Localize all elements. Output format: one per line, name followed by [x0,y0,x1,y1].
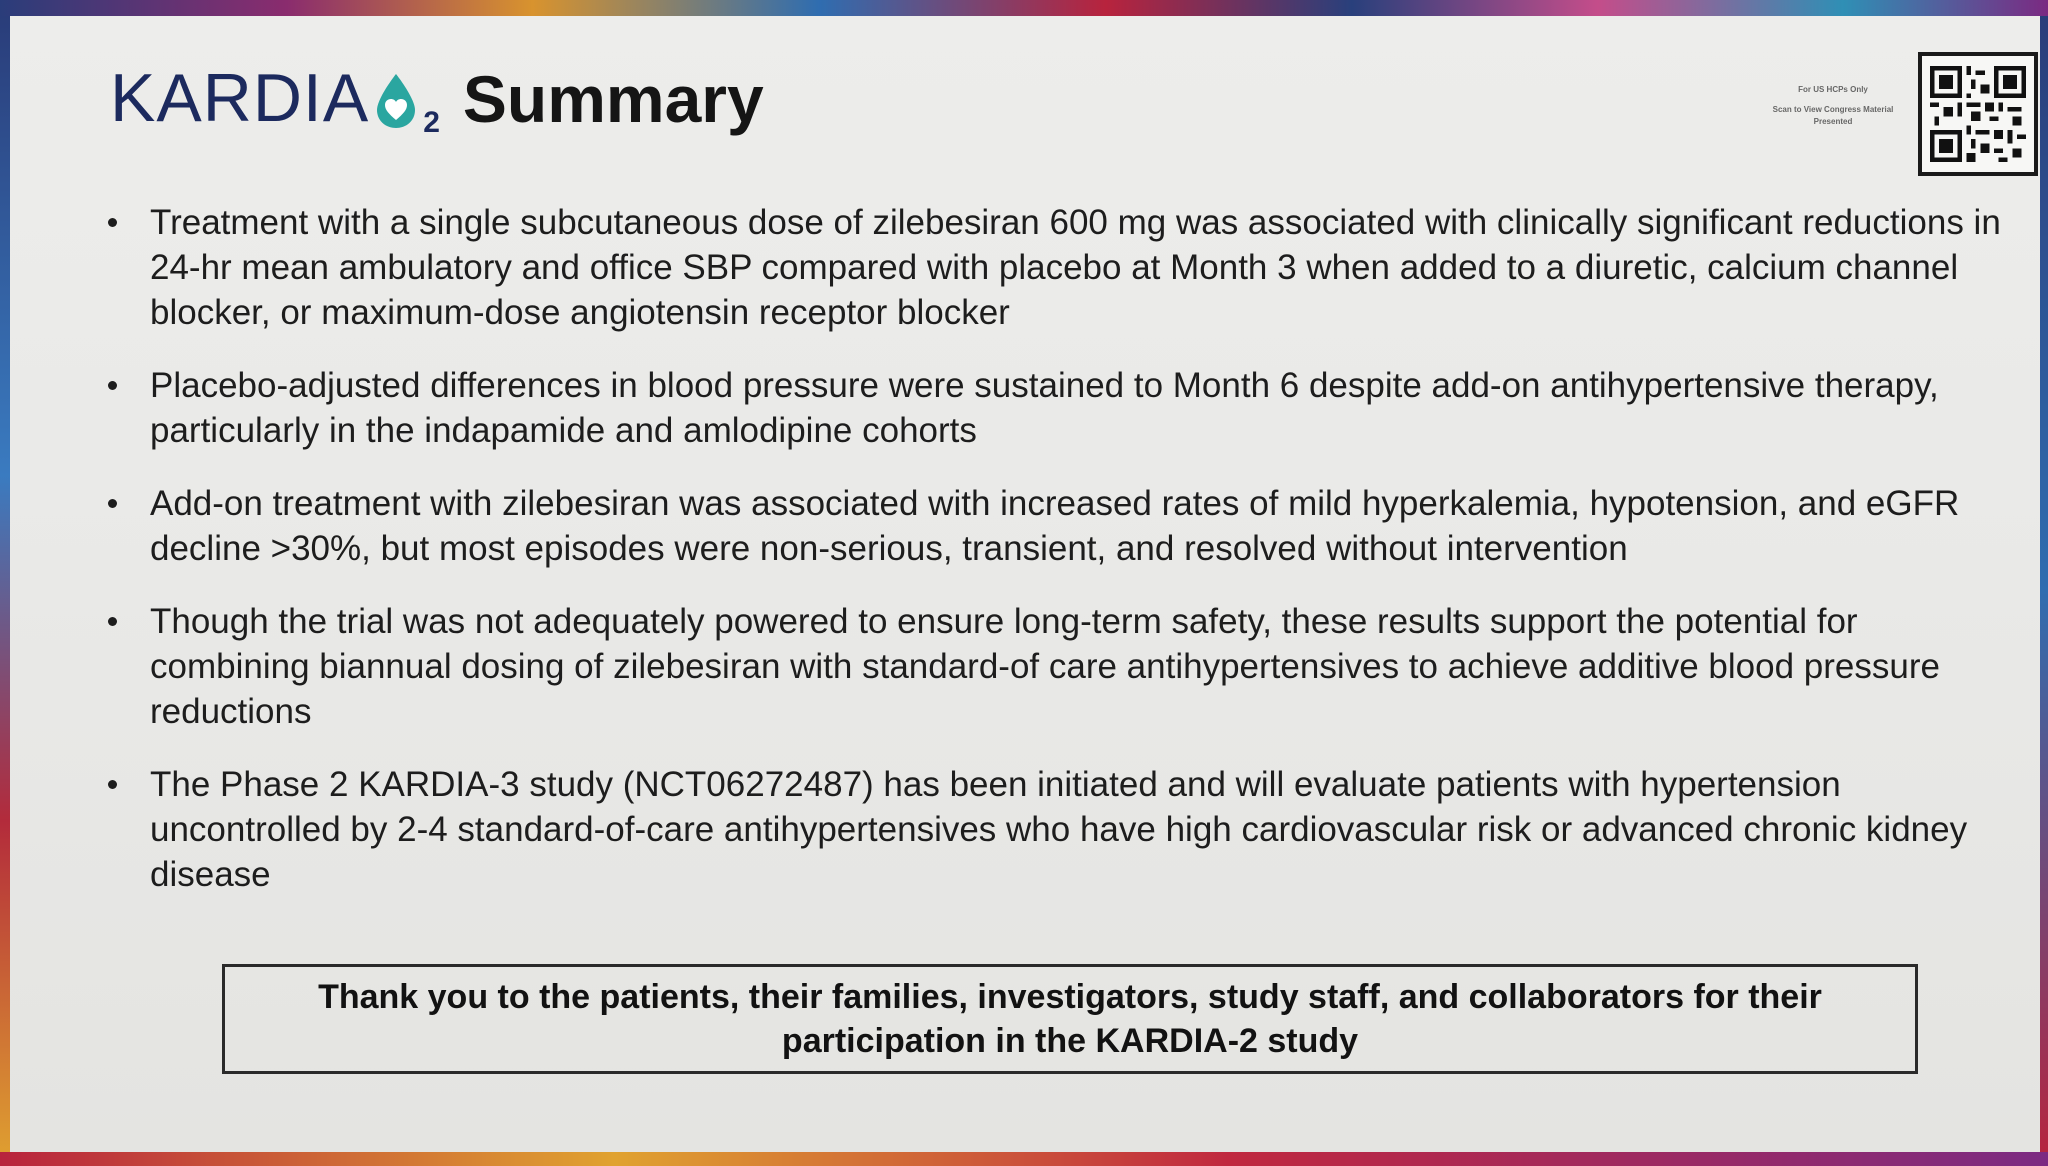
heart-drop-icon [377,74,416,128]
bullet-item: Placebo-adjusted differences in blood pr… [102,363,2022,453]
logo-text: KARDIA [110,60,370,136]
bullet-item: Though the trial was not adequately powe… [102,599,2022,734]
summary-bullet-list: Treatment with a single subcutaneous dos… [102,200,2022,925]
bullet-text: Placebo-adjusted differences in blood pr… [150,366,1939,450]
bullet-text: Treatment with a single subcutaneous dos… [150,203,2001,332]
qr-code[interactable] [1918,52,2038,176]
qr-notes: For US HCPs Only Scan to View Congress M… [1758,84,1908,136]
bullet-dot [108,218,117,227]
qr-note-hcp: For US HCPs Only [1798,85,1868,94]
bullet-dot [108,499,117,508]
qr-note-scan: Scan to View Congress Material Presented [1772,105,1894,126]
decorative-right-strip [2040,16,2048,1166]
page-title: Summary [462,62,764,136]
bullet-text: Though the trial was not adequately powe… [150,602,1940,731]
decorative-bottom-strip [0,1152,2048,1166]
bullet-text: The Phase 2 KARDIA-3 study (NCT06272487)… [150,765,1968,894]
decorative-top-strip [0,0,2048,16]
decorative-left-strip [0,16,10,1166]
bullet-dot [108,617,117,626]
bullet-item: Add-on treatment with zilebesiran was as… [102,481,2022,571]
slide-header: KARDIA 2 Summary [110,52,764,138]
summary-slide: KARDIA 2 Summary For US HCPs Only Scan t… [10,16,2040,1152]
acknowledgement-text: Thank you to the patients, their familie… [318,978,1822,1060]
bullet-text: Add-on treatment with zilebesiran was as… [150,484,1960,568]
kardia-logo: KARDIA 2 [110,60,441,138]
qr-code-icon [1930,66,2026,162]
logo-subscript: 2 [423,106,441,139]
bullet-item: Treatment with a single subcutaneous dos… [102,200,2022,335]
bullet-item: The Phase 2 KARDIA-3 study (NCT06272487)… [102,762,2022,897]
bullet-dot [108,381,117,390]
bullet-dot [108,780,117,789]
acknowledgement-box: Thank you to the patients, their familie… [222,964,1918,1074]
